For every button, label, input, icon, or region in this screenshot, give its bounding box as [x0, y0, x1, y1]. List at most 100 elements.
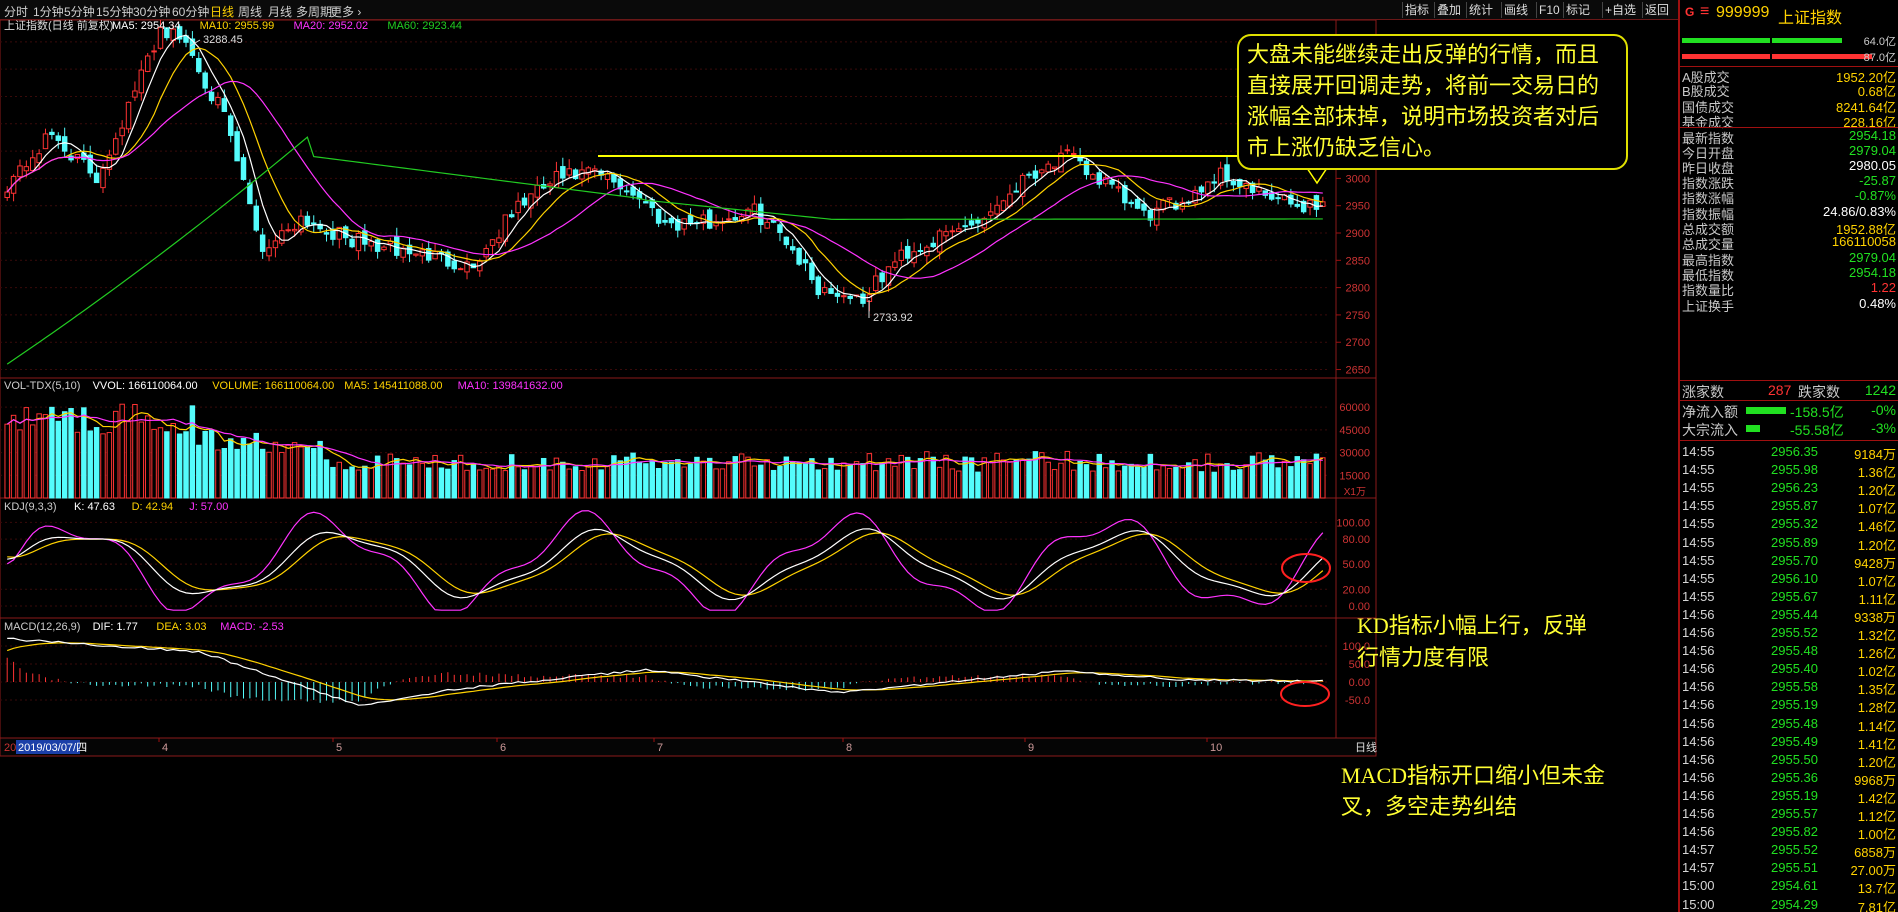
kdj-tick-label: 80.00 [1342, 534, 1370, 546]
candle-body [1249, 182, 1256, 194]
kdj-tick-label: 50.00 [1342, 559, 1370, 571]
volume-bar [834, 469, 841, 499]
period-tab-9[interactable]: 多周期 [296, 5, 333, 19]
tool-button-6[interactable]: +自选 [1602, 2, 1638, 18]
kdj-chart[interactable] [6, 510, 1324, 611]
tick-price: 2956.10 [1771, 570, 1818, 586]
tool-button-5[interactable]: 标记 [1563, 2, 1592, 18]
quote-header[interactable]: G ≡ 999999 上证指数 [1680, 0, 1898, 27]
candle-body [1109, 179, 1115, 185]
volume-bar [630, 452, 636, 499]
tick-time: 14:55 [1682, 534, 1715, 550]
volume-bar [144, 415, 151, 499]
volume-bar [553, 457, 560, 499]
volume-bar [176, 433, 183, 499]
candle-body [1211, 181, 1217, 184]
volume-bar [1217, 463, 1224, 499]
volume-bar [968, 457, 975, 499]
period-tab-4[interactable]: 30分钟 [133, 5, 171, 19]
macd-tick-label: 0.00 [1349, 677, 1370, 689]
tool-button-0[interactable]: 指标 [1402, 2, 1431, 18]
macd-legend: MACD: -2.53 [220, 621, 284, 633]
kdj-annotation-line2: 行情力度有限 [1357, 645, 1490, 670]
volume-bar [240, 437, 247, 499]
stat-value: 0.68亿 [1857, 84, 1896, 100]
volume-bar [1320, 457, 1326, 499]
candle-body [898, 249, 905, 261]
tick-volume: 1.20亿 [1857, 754, 1896, 770]
panel-frame [0, 497, 1377, 619]
kdj-d-line [7, 532, 1324, 596]
candle-body [432, 250, 438, 260]
candle-body [585, 167, 592, 175]
volume-bar [413, 457, 419, 499]
candle-body [285, 229, 291, 232]
macd-chart[interactable] [6, 637, 1324, 706]
volume-bar [119, 403, 125, 499]
volume-bar [1160, 465, 1166, 499]
volume-bar [374, 455, 381, 499]
volume-bar [700, 460, 707, 499]
candle-body [1154, 207, 1160, 226]
period-tab-7[interactable]: 周线 [238, 5, 263, 19]
candle-body [483, 247, 489, 258]
volume-bar [636, 461, 643, 499]
volume-chart[interactable] [4, 403, 1326, 499]
volume-bar [649, 460, 655, 499]
volume-bar [758, 464, 764, 499]
volume-bar [1166, 468, 1173, 499]
period-tab-8[interactable]: 月线 [268, 5, 293, 19]
tick-volume: 9968万 [1854, 772, 1896, 788]
tick-row: 14:56 2955.52 1.32亿 [1680, 624, 1898, 643]
period-tab-6[interactable]: 日线 [210, 5, 235, 19]
candlestick-chart[interactable] [4, 19, 1326, 365]
candle-body [1083, 160, 1090, 176]
tick-volume: 1.46亿 [1857, 519, 1896, 535]
period-tab-1[interactable]: 1分钟 [33, 5, 64, 19]
candle-body [777, 224, 783, 233]
period-tab-5[interactable]: 60分钟 [172, 5, 210, 19]
period-tab-10[interactable]: 更多 › [330, 5, 362, 19]
volume-bar [1224, 463, 1230, 499]
candle-body [304, 215, 311, 226]
candle-body [30, 157, 36, 171]
tool-button-7[interactable]: 返回 [1642, 2, 1671, 18]
kdj-k-line [7, 528, 1324, 601]
tool-button-2[interactable]: 统计 [1466, 2, 1495, 18]
candle-body [623, 190, 630, 193]
candle-body [687, 214, 694, 225]
candle-body [1147, 209, 1154, 221]
tool-button-3[interactable]: 画线 [1501, 2, 1530, 18]
period-tab-0[interactable]: 分时 [4, 5, 29, 19]
volume-bar [1128, 463, 1134, 499]
ma-legend: MA10: 2955.99 [200, 20, 275, 32]
candle-body [23, 166, 30, 172]
candle-body [368, 240, 374, 247]
candle-body [630, 186, 636, 196]
tool-button-4[interactable]: F10 [1536, 2, 1562, 18]
candle-body [732, 217, 738, 221]
volume-bar [1268, 455, 1275, 499]
stat-value: 0.48% [1859, 295, 1896, 311]
volume-bar [821, 468, 828, 499]
period-tab-3[interactable]: 15分钟 [96, 5, 134, 19]
candle-body [834, 292, 841, 297]
volume-bar [885, 458, 892, 499]
stat-value: 24.86/0.83% [1822, 203, 1896, 219]
candle-body [215, 96, 221, 106]
volume-bar [796, 462, 802, 499]
candle-body [528, 193, 534, 209]
tool-button-1[interactable]: 叠加 [1434, 2, 1463, 18]
menu-icon[interactable]: ≡ [1700, 3, 1710, 20]
candle-body [566, 168, 572, 176]
volume-bar [719, 468, 726, 499]
candle-body [802, 259, 809, 264]
candle-body [655, 208, 662, 224]
candle-body [668, 217, 675, 224]
vol-legend: VOL-TDX(5,10) [4, 380, 80, 392]
period-tab-2[interactable]: 5分钟 [64, 5, 95, 19]
tick-time: 14:56 [1682, 679, 1715, 695]
stat-row: 总成交量 166110058 [1680, 234, 1898, 252]
tick-list[interactable]: 14:55 2956.35 9184万 14:55 2955.98 1.36亿 14:55 2… [1680, 440, 1898, 912]
tick-row: 14:55 2955.32 1.46亿 [1680, 515, 1898, 535]
